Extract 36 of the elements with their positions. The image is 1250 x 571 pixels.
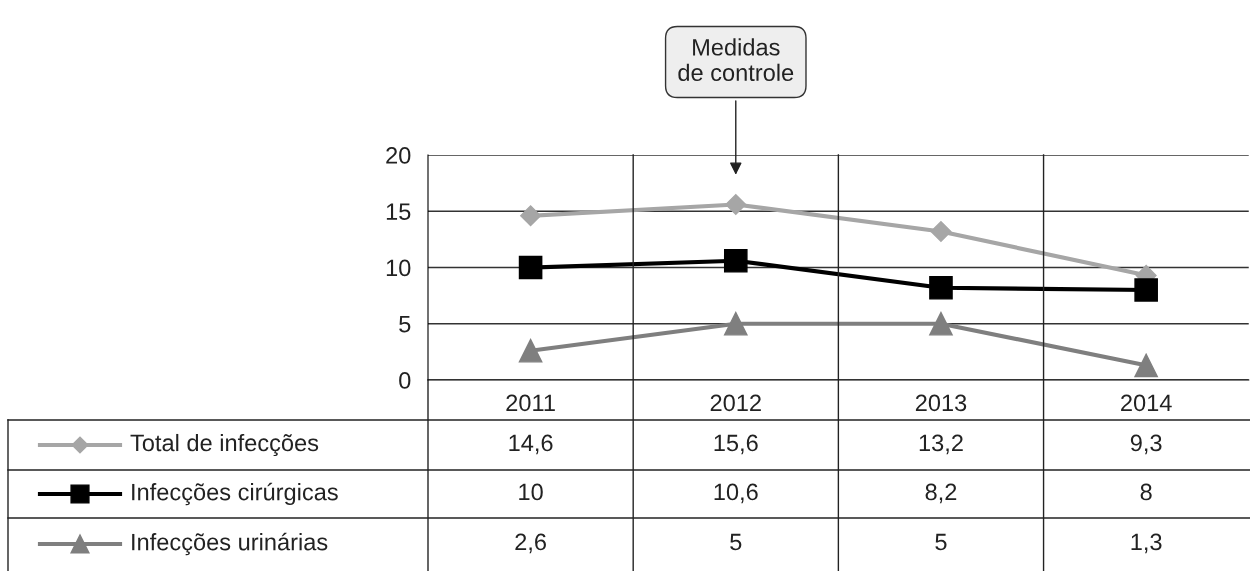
text: 13,2: [919, 434, 963, 455]
point: [723, 311, 748, 336]
legend-label: Infecções cirúrgicas: [132, 482, 338, 506]
point: [518, 338, 543, 363]
text: 5: [730, 533, 742, 551]
text: 8: [1140, 483, 1152, 501]
x-tick-label: 2012: [710, 394, 761, 412]
text: 5: [935, 533, 947, 551]
text: 1,3: [1131, 533, 1162, 554]
point: [520, 205, 542, 227]
point: [1134, 278, 1158, 302]
point: [1134, 353, 1158, 378]
point: [929, 275, 953, 300]
text: 8,2: [925, 483, 957, 504]
point: [725, 193, 747, 216]
point: [929, 311, 953, 336]
legend-label: Infecções urinárias: [132, 532, 328, 556]
text: 9,3: [1130, 434, 1162, 455]
y-tick-label: 0: [399, 372, 411, 389]
x-tick-label: 2011: [506, 394, 555, 412]
text: 15,6: [714, 434, 758, 455]
point: [930, 220, 952, 243]
text: 10,6: [714, 483, 758, 504]
y-tick-label: 20: [386, 147, 411, 164]
text: 14,6: [509, 434, 553, 455]
y-tick-label: 5: [399, 316, 411, 333]
text: Medidas de controle: [678, 38, 794, 82]
point: [518, 255, 543, 280]
x-tick-label: 2014: [1121, 394, 1172, 412]
y-tick-label: 10: [386, 259, 411, 277]
text: 2,6: [515, 533, 546, 554]
legend-label: Total de infecções: [130, 433, 319, 457]
y-tick-label: 15: [386, 203, 411, 221]
x-tick-label: 2013: [915, 394, 967, 412]
text: 10: [519, 483, 543, 501]
point: [723, 248, 748, 273]
